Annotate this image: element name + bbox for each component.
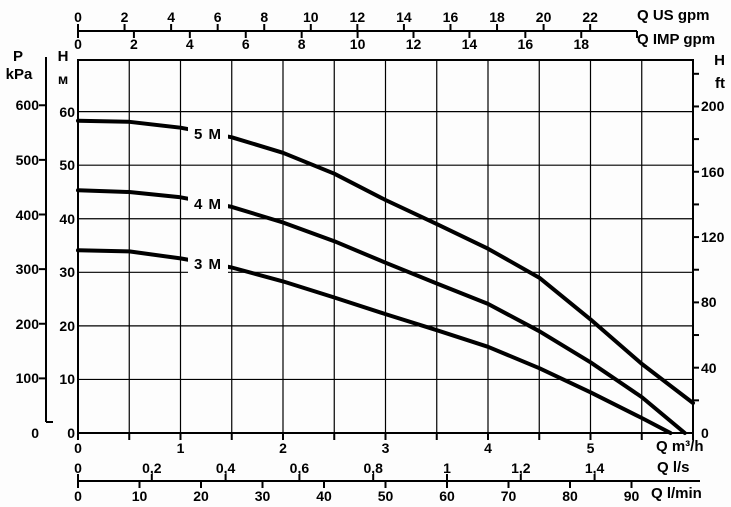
ls-tick-label: 0,8 <box>363 460 383 476</box>
head-ft-tick-label: 200 <box>701 98 725 115</box>
lmin-tick-label: 40 <box>316 488 332 504</box>
head-ft-tick-label: 80 <box>701 294 717 311</box>
curve-label-5m: 5 M <box>187 125 229 144</box>
us-gpm-tick-label: 2 <box>120 9 129 25</box>
head-ft-tick-label: 40 <box>701 359 717 376</box>
head-m-tick-label: 40 <box>59 210 75 227</box>
us-gpm-tick-label: 14 <box>396 9 412 25</box>
us-gpm-tick-label: 6 <box>213 9 222 25</box>
m3h-tick-label: 5 <box>586 440 595 456</box>
ls-tick-label: 0,6 <box>289 460 310 476</box>
ls-axis-title: Q l/s <box>657 459 690 476</box>
lmin-axis-title: Q l/min <box>651 485 702 502</box>
lmin-tick-label: 50 <box>377 488 394 504</box>
head-ft-tick-label: 160 <box>701 163 725 180</box>
ls-tick-label: 0 <box>74 460 82 476</box>
imp-gpm-tick-label: 4 <box>185 36 194 52</box>
kpa-tick-label: 100 <box>15 370 39 387</box>
head-m-axis-unit: м <box>57 71 69 87</box>
head-m-tick-label: 0 <box>67 425 75 441</box>
head-m-tick-label: 50 <box>59 157 75 174</box>
imp-gpm-tick-label: 18 <box>573 36 590 52</box>
ls-tick-label: 0,4 <box>215 460 236 476</box>
us-gpm-tick-label: 4 <box>167 9 175 25</box>
ls-tick-label: 1 <box>443 460 451 476</box>
kpa-tick-label: 0 <box>31 425 39 441</box>
head-m-tick-label: 10 <box>59 371 75 388</box>
us-gpm-tick-label: 12 <box>349 9 366 25</box>
m3h-axis-title: Q m³/h <box>656 438 704 455</box>
head-m-axis-title: H <box>57 48 69 65</box>
kpa-tick-label: 300 <box>15 261 39 278</box>
m3h-tick-label: 4 <box>484 440 492 456</box>
us-gpm-tick-label: 10 <box>303 9 319 25</box>
m3h-tick-label: 1 <box>176 440 185 456</box>
us-gpm-tick-label: 18 <box>489 9 505 25</box>
lmin-tick-label: 0 <box>74 488 82 504</box>
kpa-tick-label: 500 <box>15 151 39 168</box>
head-ft-axis-title: H <box>714 52 725 69</box>
lmin-tick-label: 80 <box>562 488 578 504</box>
us-gpm-axis-title: Q US gpm <box>637 7 710 24</box>
pressure-axis-unit: kPa <box>5 66 33 83</box>
us-gpm-tick-label: 16 <box>442 9 459 25</box>
lmin-tick-label: 90 <box>623 488 640 504</box>
head-ft-tick-label: 120 <box>701 229 725 246</box>
lmin-tick-label: 10 <box>131 488 148 504</box>
curve-4m <box>76 188 687 435</box>
head-ft-tick-label: 0 <box>701 425 709 441</box>
m3h-tick-label: 2 <box>279 440 287 456</box>
imp-gpm-tick-label: 0 <box>74 36 82 52</box>
imp-gpm-tick-label: 6 <box>241 36 250 52</box>
curve-3m <box>76 248 673 435</box>
imp-gpm-tick-label: 14 <box>461 36 478 52</box>
ls-tick-label: 0,2 <box>142 460 162 476</box>
imp-gpm-tick-label: 10 <box>349 36 366 52</box>
head-ft-axis-unit: ft <box>715 75 725 92</box>
head-m-tick-label: 20 <box>59 317 75 334</box>
lmin-tick-label: 30 <box>254 488 271 504</box>
curve-label-4m: 4 M <box>187 195 229 214</box>
lmin-tick-label: 70 <box>500 488 517 504</box>
us-gpm-tick-label: 22 <box>582 9 598 25</box>
kpa-tick-label: 200 <box>15 315 39 332</box>
imp-gpm-tick-label: 2 <box>130 36 138 52</box>
curve-5m <box>76 118 695 405</box>
lmin-tick-label: 20 <box>193 488 209 504</box>
kpa-tick-label: 600 <box>15 97 39 114</box>
imp-gpm-axis-title: Q IMP gpm <box>637 31 716 48</box>
m3h-tick-label: 3 <box>381 440 390 456</box>
kpa-tick-label: 400 <box>15 206 39 223</box>
m3h-tick-label: 0 <box>74 440 82 456</box>
imp-gpm-tick-label: 8 <box>297 36 306 52</box>
us-gpm-tick-label: 8 <box>260 9 269 25</box>
imp-gpm-tick-label: 16 <box>517 36 534 52</box>
curve-label-3m: 3 M <box>187 256 229 275</box>
ls-tick-label: 1,2 <box>511 460 531 476</box>
us-gpm-tick-label: 20 <box>535 9 552 25</box>
head-m-tick-label: 60 <box>59 103 75 120</box>
pressure-axis-title: P <box>12 48 23 65</box>
us-gpm-tick-label: 0 <box>74 9 82 25</box>
head-m-tick-label: 30 <box>59 264 75 281</box>
lmin-tick-label: 60 <box>439 488 455 504</box>
imp-gpm-tick-label: 12 <box>405 36 422 52</box>
ls-tick-label: 1,4 <box>584 460 605 476</box>
